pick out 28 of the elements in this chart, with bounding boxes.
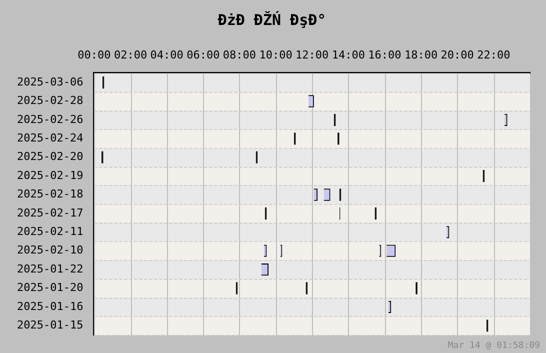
text: Mar 14 @ 01:58:09	[448, 341, 540, 351]
y-tick-label: 2025-02-26	[16, 112, 84, 126]
y-tick-label: 2025-01-22	[16, 262, 84, 276]
y-tick-label: 2025-02-10	[16, 244, 84, 257]
y-tick-label: 2025-01-20	[16, 281, 84, 294]
x-tick-label: 14:00	[332, 48, 365, 62]
x-tick-label: 12:00	[296, 48, 329, 62]
y-tick-label: 2025-02-20	[16, 150, 84, 164]
y-tick-label: 2025-02-18	[16, 188, 84, 201]
y-tick-label: 2025-03-06	[16, 75, 84, 88]
x-tick-label: 20:00	[440, 48, 474, 62]
chart-title: ĐżĐ ĐŽŃ ĐşĐ°	[218, 10, 326, 29]
y-tick-label: 2025-01-15	[16, 318, 84, 332]
x-tick-label: 08:00	[222, 48, 256, 62]
y-tick-label: 2025-02-17	[16, 206, 84, 220]
y-tick-label: 2025-02-28	[16, 94, 84, 108]
x-tick-label: 18:00	[404, 48, 438, 62]
x-tick-label: 02:00	[114, 48, 148, 62]
y-tick-label: 2025-01-16	[16, 300, 84, 313]
x-tick-label: 22:00	[477, 48, 510, 62]
x-tick-label: 06:00	[186, 48, 220, 62]
y-tick-label: 2025-02-24	[16, 132, 84, 145]
x-tick-label: 16:00	[368, 48, 402, 62]
x-tick-label: 04:00	[150, 48, 184, 62]
x-tick-label: 00:00	[78, 48, 111, 62]
y-tick-label: 2025-02-19	[16, 168, 84, 182]
y-tick-label: 2025-02-11	[16, 225, 84, 238]
x-tick-label: 10:00	[259, 48, 292, 62]
